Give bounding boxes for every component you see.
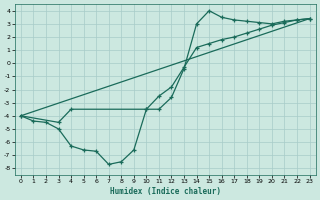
X-axis label: Humidex (Indice chaleur): Humidex (Indice chaleur) [110, 187, 221, 196]
